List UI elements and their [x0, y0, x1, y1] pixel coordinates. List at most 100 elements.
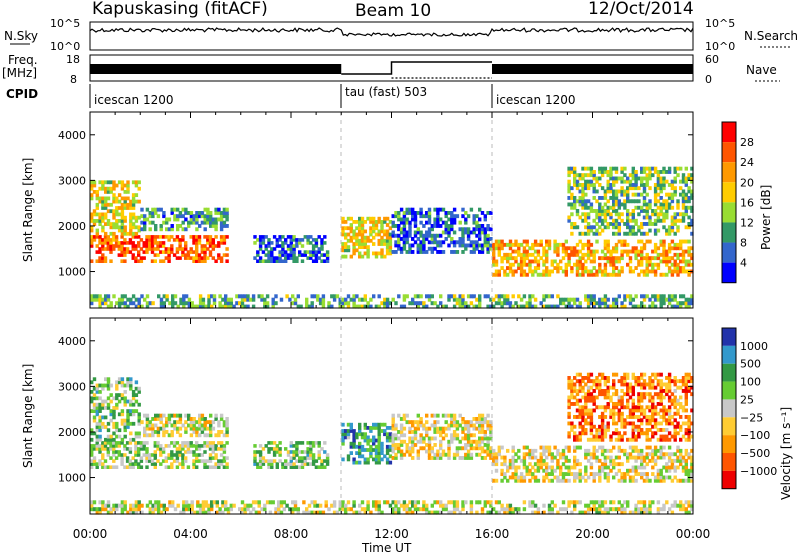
- pixel-8: [528, 298, 531, 302]
- pixel-6: [545, 266, 548, 270]
- pixel-8: [213, 294, 216, 298]
- pixel-6: [540, 240, 543, 244]
- pixel-0: [203, 250, 206, 254]
- pixel-0: [212, 256, 215, 260]
- pixel-3: [295, 259, 298, 263]
- pixel-8: [431, 504, 434, 508]
- pixel-0: [154, 259, 157, 263]
- pixel-0: [145, 465, 148, 469]
- pixel-3: [323, 465, 326, 469]
- pixel-8: [361, 500, 364, 504]
- pixel-3: [270, 250, 273, 254]
- pixel-4: [350, 423, 353, 427]
- pixel-8: [274, 301, 277, 305]
- pixel-7: [648, 186, 651, 190]
- pixel-8: [218, 294, 221, 298]
- pixel-3: [276, 465, 279, 469]
- cpid-segment-2: tau (fast) 503: [345, 85, 427, 99]
- pixel-8: [140, 294, 143, 298]
- pixel-8: [191, 504, 194, 508]
- pixel-8: [308, 504, 311, 508]
- pixel-8: [302, 500, 305, 504]
- pixel-5: [436, 420, 439, 424]
- pixel-1: [138, 412, 141, 416]
- pixel-6: [548, 246, 551, 250]
- pixel-6: [567, 479, 570, 483]
- pixel-8: [174, 507, 177, 511]
- pixel-0: [129, 447, 132, 451]
- pixel-8: [506, 294, 509, 298]
- pixel-8: [185, 500, 188, 504]
- pixel-5: [453, 414, 456, 418]
- pixel-8: [260, 294, 263, 298]
- pixel-3: [278, 447, 281, 451]
- pixel-8: [205, 500, 208, 504]
- pixel-8: [258, 504, 261, 508]
- pixel-8: [366, 504, 369, 508]
- pixel-3: [301, 244, 304, 248]
- pixel-7: [679, 167, 682, 171]
- nsky-label: N.Sky: [4, 29, 38, 43]
- cpid-segment-1: icescan 1200: [94, 93, 173, 107]
- pixel-8: [151, 301, 154, 305]
- colorbar-tick-label: 20: [740, 176, 754, 189]
- pixel-8: [397, 294, 400, 298]
- pixel-7: [607, 422, 610, 426]
- pixel-8: [297, 507, 300, 511]
- pixel-0: [167, 259, 170, 263]
- pixel-3: [315, 259, 318, 263]
- pixel-6: [654, 270, 657, 274]
- nave-tick-bottom: 0: [705, 73, 712, 86]
- pixel-2: [154, 224, 157, 228]
- pixel-8: [336, 294, 339, 298]
- pixel-8: [445, 504, 448, 508]
- pixel-8: [333, 298, 336, 302]
- colorbar-swatch: [722, 162, 736, 182]
- pixel-6: [514, 270, 517, 274]
- pixel-1: [138, 180, 141, 184]
- pixel-6: [495, 260, 498, 264]
- pixel-6: [679, 449, 682, 453]
- pixel-0: [220, 259, 223, 263]
- pixel-3: [281, 244, 284, 248]
- pixel-6: [626, 243, 629, 247]
- pixel-1: [110, 384, 113, 388]
- pixel-0: [198, 235, 201, 239]
- pixel-8: [389, 504, 392, 508]
- pixel-8: [165, 507, 168, 511]
- pixel-8: [294, 298, 297, 302]
- nsearch-label: N.Search: [744, 29, 798, 43]
- pixel-8: [461, 294, 464, 298]
- pixel-5: [442, 250, 445, 254]
- pixel-0: [181, 235, 184, 239]
- pixel-8: [101, 500, 104, 504]
- pixel-5: [456, 214, 459, 218]
- pixel-2: [140, 208, 143, 212]
- pixel-8: [124, 294, 127, 298]
- pixel-8: [478, 298, 481, 302]
- pixel-6: [495, 479, 498, 483]
- pixel-6: [654, 243, 657, 247]
- pixel-6: [537, 250, 540, 254]
- pixel-1: [107, 428, 110, 432]
- pixel-0: [195, 244, 198, 248]
- pixel-0: [137, 450, 140, 454]
- pixel-6: [634, 479, 637, 483]
- pixel-0: [140, 465, 143, 469]
- pixel-4: [380, 248, 383, 252]
- pixel-3: [284, 465, 287, 469]
- pixel-8: [297, 294, 300, 298]
- nsky-trace: [90, 28, 693, 36]
- pixel-8: [207, 298, 210, 302]
- pixel-8: [347, 301, 350, 305]
- pixel-5: [478, 218, 481, 222]
- power-ylabel: Slant Range [km]: [21, 158, 35, 262]
- pixel-8: [506, 298, 509, 302]
- pixel-5: [467, 214, 470, 218]
- pixel-1: [98, 435, 101, 439]
- pixel-8: [280, 504, 283, 508]
- pixel-0: [137, 250, 140, 254]
- pixel-6: [548, 240, 551, 244]
- pixel-7: [687, 415, 690, 419]
